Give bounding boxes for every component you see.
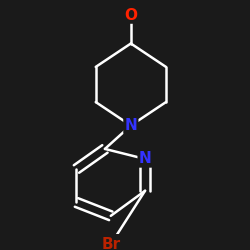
Text: O: O (124, 8, 137, 22)
Text: N: N (139, 152, 151, 166)
Text: N: N (124, 118, 137, 133)
Text: Br: Br (101, 237, 120, 250)
